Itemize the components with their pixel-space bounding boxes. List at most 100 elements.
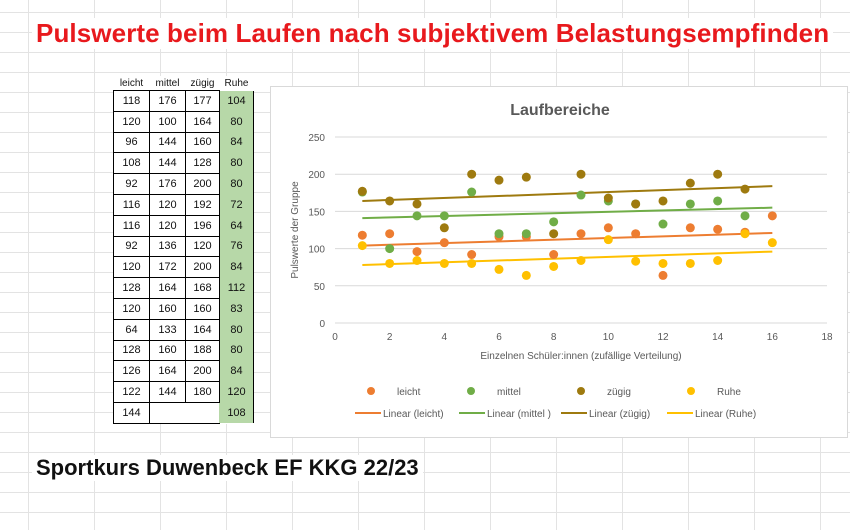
table-cell[interactable]: 196 xyxy=(185,214,220,237)
data-point xyxy=(494,175,504,185)
table-cell[interactable]: 92 xyxy=(113,173,150,195)
chart-area[interactable]: Laufbereiche 0 50 100 150 200 250 0 2 4 6 8 10 12 14 16… xyxy=(270,86,848,438)
table-row: 120 172 200 84 xyxy=(113,256,254,279)
table-cell[interactable]: 164 xyxy=(149,360,186,383)
table-cell[interactable]: 84 xyxy=(219,360,254,382)
legend-label: mittel xyxy=(497,387,521,398)
table-row: 118 176 177 104 xyxy=(113,90,254,112)
table-cell[interactable]: 160 xyxy=(149,339,186,362)
table-cell[interactable]: 136 xyxy=(149,235,186,258)
table-cell[interactable]: 72 xyxy=(219,194,254,216)
column-header: zügig xyxy=(190,77,215,89)
table-cell[interactable]: 112 xyxy=(219,277,254,299)
table-cell[interactable]: 168 xyxy=(185,277,220,299)
data-point xyxy=(576,190,586,200)
table-cell[interactable]: 144 xyxy=(149,131,186,154)
scatter-chart[interactable]: Laufbereiche 0 50 100 150 200 250 0 2 4 6 8 10 12 14 16… xyxy=(271,87,849,439)
y-tick-label: 150 xyxy=(308,207,325,218)
table-cell[interactable]: 128 xyxy=(113,339,150,362)
table-cell[interactable]: 120 xyxy=(149,214,186,237)
data-point xyxy=(467,250,477,260)
table-cell[interactable]: 116 xyxy=(113,193,150,216)
table-cell[interactable]: 108 xyxy=(113,152,150,175)
table-cell[interactable]: 120 xyxy=(113,256,150,279)
table-cell[interactable]: 83 xyxy=(219,298,254,320)
data-point xyxy=(603,235,613,245)
table-cell[interactable]: 118 xyxy=(113,90,150,112)
data-point xyxy=(631,199,641,209)
table-cell[interactable]: 64 xyxy=(219,215,254,237)
table-cell[interactable]: 133 xyxy=(149,318,186,341)
table-cell[interactable]: 176 xyxy=(149,90,186,112)
table-cell[interactable]: 200 xyxy=(185,256,220,279)
data-point xyxy=(549,250,559,260)
data-point xyxy=(685,178,695,188)
data-point xyxy=(631,256,641,266)
table-cell[interactable]: 120 xyxy=(113,110,150,133)
y-tick-label: 0 xyxy=(319,319,325,330)
table-cell[interactable]: 80 xyxy=(219,173,254,195)
table-cell[interactable] xyxy=(149,402,186,424)
table-cell[interactable]: 100 xyxy=(149,110,186,133)
table-cell[interactable]: 122 xyxy=(113,381,150,403)
table-cell[interactable]: 84 xyxy=(219,132,254,153)
table-cell[interactable]: 172 xyxy=(149,256,186,279)
table-cell[interactable]: 120 xyxy=(219,381,254,403)
table-cell[interactable]: 192 xyxy=(185,193,220,216)
data-point xyxy=(549,217,559,227)
data-point xyxy=(412,199,422,209)
y-tick-label: 100 xyxy=(308,245,325,256)
table-row: 116 120 196 64 xyxy=(113,214,254,237)
table-cell[interactable]: 120 xyxy=(149,193,186,216)
footer-caption: Sportkurs Duwenbeck EF KKG 22/23 xyxy=(32,455,423,481)
data-point xyxy=(576,256,586,266)
data-point xyxy=(521,270,531,280)
table-cell[interactable]: 164 xyxy=(185,110,220,133)
table-cell[interactable]: 128 xyxy=(185,152,220,175)
table-cell[interactable]: 76 xyxy=(219,236,254,257)
data-point xyxy=(740,184,750,194)
table-cell[interactable]: 84 xyxy=(219,256,254,278)
table-cell[interactable]: 160 xyxy=(185,131,220,154)
table-cell[interactable]: 96 xyxy=(113,131,150,154)
table-cell[interactable]: 144 xyxy=(149,152,186,175)
table-cell[interactable]: 177 xyxy=(185,90,220,112)
data-point xyxy=(494,229,504,239)
data-point xyxy=(549,229,559,239)
table-cell[interactable]: 144 xyxy=(149,381,186,403)
table-cell[interactable]: 200 xyxy=(185,360,220,383)
table-cell[interactable]: 160 xyxy=(185,297,220,320)
table-cell[interactable] xyxy=(185,402,220,424)
table-cell[interactable]: 80 xyxy=(219,319,254,341)
y-tick-label: 50 xyxy=(314,282,326,293)
table-cell[interactable]: 120 xyxy=(185,235,220,258)
data-table: leicht mittel zügig Ruhe 118 176 177 104 120 100… xyxy=(113,76,254,424)
table-cell[interactable]: 80 xyxy=(219,152,254,174)
table-cell[interactable]: 126 xyxy=(113,360,150,383)
table-cell[interactable]: 144 xyxy=(113,401,150,424)
table-cell[interactable]: 200 xyxy=(185,173,220,195)
table-cell[interactable]: 188 xyxy=(185,339,220,362)
x-tick-label: 16 xyxy=(767,332,779,343)
chart-title: Laufbereiche xyxy=(510,102,610,119)
data-point xyxy=(685,199,695,209)
table-cell[interactable]: 164 xyxy=(185,318,220,341)
table-cell[interactable]: 80 xyxy=(219,340,254,361)
table-cell[interactable]: 92 xyxy=(113,235,150,258)
data-point xyxy=(767,238,777,248)
table-cell[interactable]: 64 xyxy=(113,318,150,341)
table-cell[interactable]: 120 xyxy=(113,297,150,320)
data-point xyxy=(385,244,395,254)
legend-marker xyxy=(467,387,475,395)
table-cell[interactable]: 80 xyxy=(219,111,254,133)
table-cell[interactable]: 128 xyxy=(113,277,150,299)
table-cell[interactable]: 176 xyxy=(149,173,186,195)
table-cell[interactable]: 108 xyxy=(219,402,254,424)
table-row: 108 144 128 80 xyxy=(113,152,254,175)
table-cell[interactable]: 104 xyxy=(219,90,254,112)
x-tick-label: 12 xyxy=(657,332,669,343)
table-cell[interactable]: 164 xyxy=(149,277,186,299)
table-cell[interactable]: 116 xyxy=(113,214,150,237)
table-cell[interactable]: 180 xyxy=(185,381,220,403)
table-cell[interactable]: 160 xyxy=(149,297,186,320)
